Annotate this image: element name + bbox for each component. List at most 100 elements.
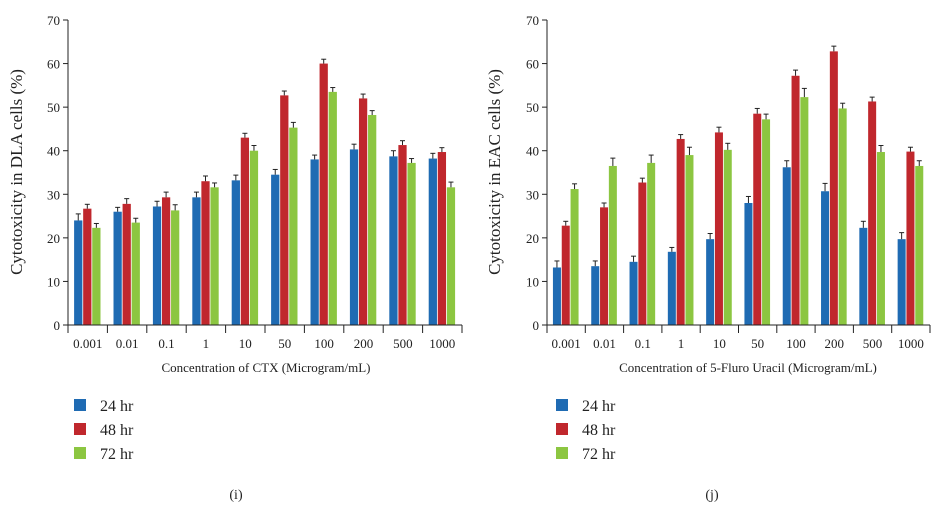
bar: [829, 51, 838, 325]
axes: 0 10 20 30 40 50 60 70 0.001 0.01 0.1 1 10 50 100 200 50…: [47, 13, 463, 351]
x-tick-label: 500: [393, 336, 413, 351]
y-tick-label: 10: [526, 274, 539, 289]
y-tick-label: 60: [526, 57, 539, 72]
x-tick-label: 500: [863, 336, 883, 351]
bar: [906, 151, 915, 325]
bar: [638, 182, 647, 325]
y-tick-label: 20: [47, 231, 60, 246]
bar: [552, 267, 561, 325]
x-tick-label: 0.01: [593, 336, 616, 351]
y-tick-label: 30: [47, 187, 60, 202]
legend-swatch: [556, 423, 568, 435]
y-tick-label: 70: [526, 13, 539, 28]
x-tick-label: 100: [786, 336, 806, 351]
axes: 0 10 20 30 40 50 60 70 0.001 0.01 0.1 1 10 50 100 200 50…: [526, 13, 931, 351]
bar: [152, 206, 162, 325]
bar: [201, 181, 210, 325]
bar: [131, 222, 140, 325]
bar: [319, 63, 328, 325]
legend-label: 24 hr: [100, 398, 134, 415]
bar: [838, 108, 847, 325]
bar: [428, 158, 437, 325]
x-tick-label: 10: [713, 336, 726, 351]
legend-label: 48 hr: [582, 422, 616, 439]
bar: [915, 165, 924, 325]
bar-group: [552, 45, 924, 326]
bar: [113, 211, 122, 325]
x-tick-label: 0.001: [73, 336, 102, 351]
bar: [349, 149, 359, 325]
panel-caption: (i): [229, 488, 243, 503]
bar: [723, 149, 732, 325]
bar: [821, 191, 830, 325]
x-tick-label: 50: [278, 336, 291, 351]
bar: [791, 75, 800, 326]
bar: [161, 197, 171, 325]
x-tick-label: 0.001: [552, 336, 581, 351]
x-tick-label: 200: [354, 336, 374, 351]
bar: [859, 227, 868, 325]
bar: [358, 98, 368, 325]
bar: [570, 189, 579, 325]
legend-label: 48 hr: [100, 422, 134, 439]
legend-label: 72 hr: [100, 446, 134, 463]
y-tick-label: 0: [533, 318, 540, 333]
y-tick-label: 50: [47, 100, 60, 115]
legend-swatch: [556, 447, 568, 459]
bar: [83, 208, 92, 325]
x-tick-label: 0.1: [158, 336, 174, 351]
bar: [271, 174, 280, 325]
bar: [92, 227, 101, 325]
bar: [249, 150, 259, 325]
bar: [753, 113, 762, 325]
y-tick-label: 30: [526, 187, 539, 202]
bar: [74, 220, 83, 325]
bar: [629, 261, 638, 325]
x-axis-label: Concentration of CTX (Microgram/mL): [161, 360, 370, 375]
bar: [122, 203, 131, 325]
bar: [368, 114, 377, 325]
x-tick-label: 1: [678, 336, 685, 351]
x-tick-label: 50: [751, 336, 764, 351]
y-axis-label: Cytotoxicity in DLA cells (%): [7, 69, 26, 275]
x-tick-label: 1000: [898, 336, 924, 351]
y-tick-label: 60: [47, 57, 60, 72]
panel-i: 0 10 20 30 40 50 60 70 0.001 0.01 0.1 1 10 50 100 200 50…: [7, 13, 463, 503]
bar: [685, 155, 694, 325]
y-tick-label: 20: [526, 231, 539, 246]
legend-label: 72 hr: [582, 446, 616, 463]
bar: [407, 162, 416, 325]
y-tick-label: 0: [54, 318, 61, 333]
bar: [171, 210, 180, 325]
panel-caption: (j): [705, 488, 719, 503]
bar: [561, 225, 570, 325]
bar: [608, 165, 617, 325]
bar-group: [74, 58, 456, 326]
y-tick-label: 40: [526, 144, 539, 159]
bar: [231, 180, 240, 325]
bar: [897, 239, 906, 325]
bar: [446, 187, 456, 325]
legend-swatch: [74, 399, 86, 411]
bar: [762, 119, 771, 325]
panel-j: 0 10 20 30 40 50 60 70 0.001 0.01 0.1 1 10 50 100 200 50…: [485, 13, 931, 503]
bar: [289, 127, 298, 325]
legend-label: 24 hr: [582, 398, 616, 415]
bar: [800, 97, 809, 325]
bar: [600, 207, 609, 325]
bar: [876, 152, 885, 325]
bar: [398, 145, 407, 325]
x-tick-label: 1: [203, 336, 210, 351]
legend: 24 hr 48 hr 72 hr: [556, 398, 616, 463]
y-tick-label: 50: [526, 100, 539, 115]
legend-swatch: [74, 423, 86, 435]
bar: [192, 197, 201, 325]
legend: 24 hr 48 hr 72 hr: [74, 398, 134, 463]
y-axis-label: Cytotoxicity in EAC cells (%): [485, 69, 504, 275]
bar: [328, 91, 337, 326]
bar: [437, 152, 447, 325]
bar: [647, 162, 656, 325]
bar: [868, 101, 877, 325]
bar: [310, 159, 319, 325]
